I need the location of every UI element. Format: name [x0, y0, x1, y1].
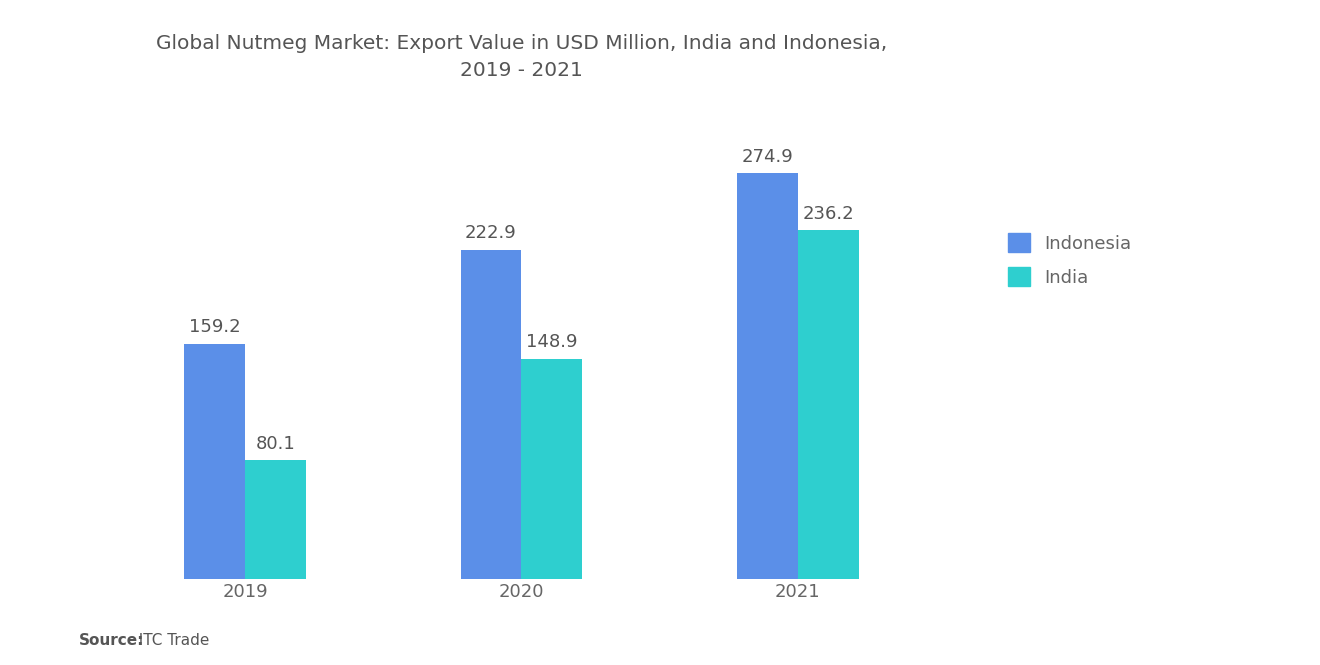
Bar	[521, 359, 582, 579]
Bar	[185, 344, 246, 579]
Text: 148.9: 148.9	[527, 333, 578, 352]
Text: 274.9: 274.9	[742, 148, 793, 166]
Bar	[737, 173, 797, 579]
Bar	[461, 249, 521, 579]
Bar	[797, 230, 858, 579]
Text: 80.1: 80.1	[256, 435, 296, 453]
Text: Source:: Source:	[79, 633, 145, 648]
Title: Global Nutmeg Market: Export Value in USD Million, India and Indonesia,
2019 - 2: Global Nutmeg Market: Export Value in US…	[156, 35, 887, 80]
Bar	[246, 460, 306, 579]
Text: 222.9: 222.9	[465, 224, 517, 242]
Text: 159.2: 159.2	[189, 319, 240, 336]
Legend: Indonesia, India: Indonesia, India	[1008, 233, 1131, 287]
Text: 236.2: 236.2	[803, 205, 854, 223]
Text: ITC Trade: ITC Trade	[129, 633, 210, 648]
